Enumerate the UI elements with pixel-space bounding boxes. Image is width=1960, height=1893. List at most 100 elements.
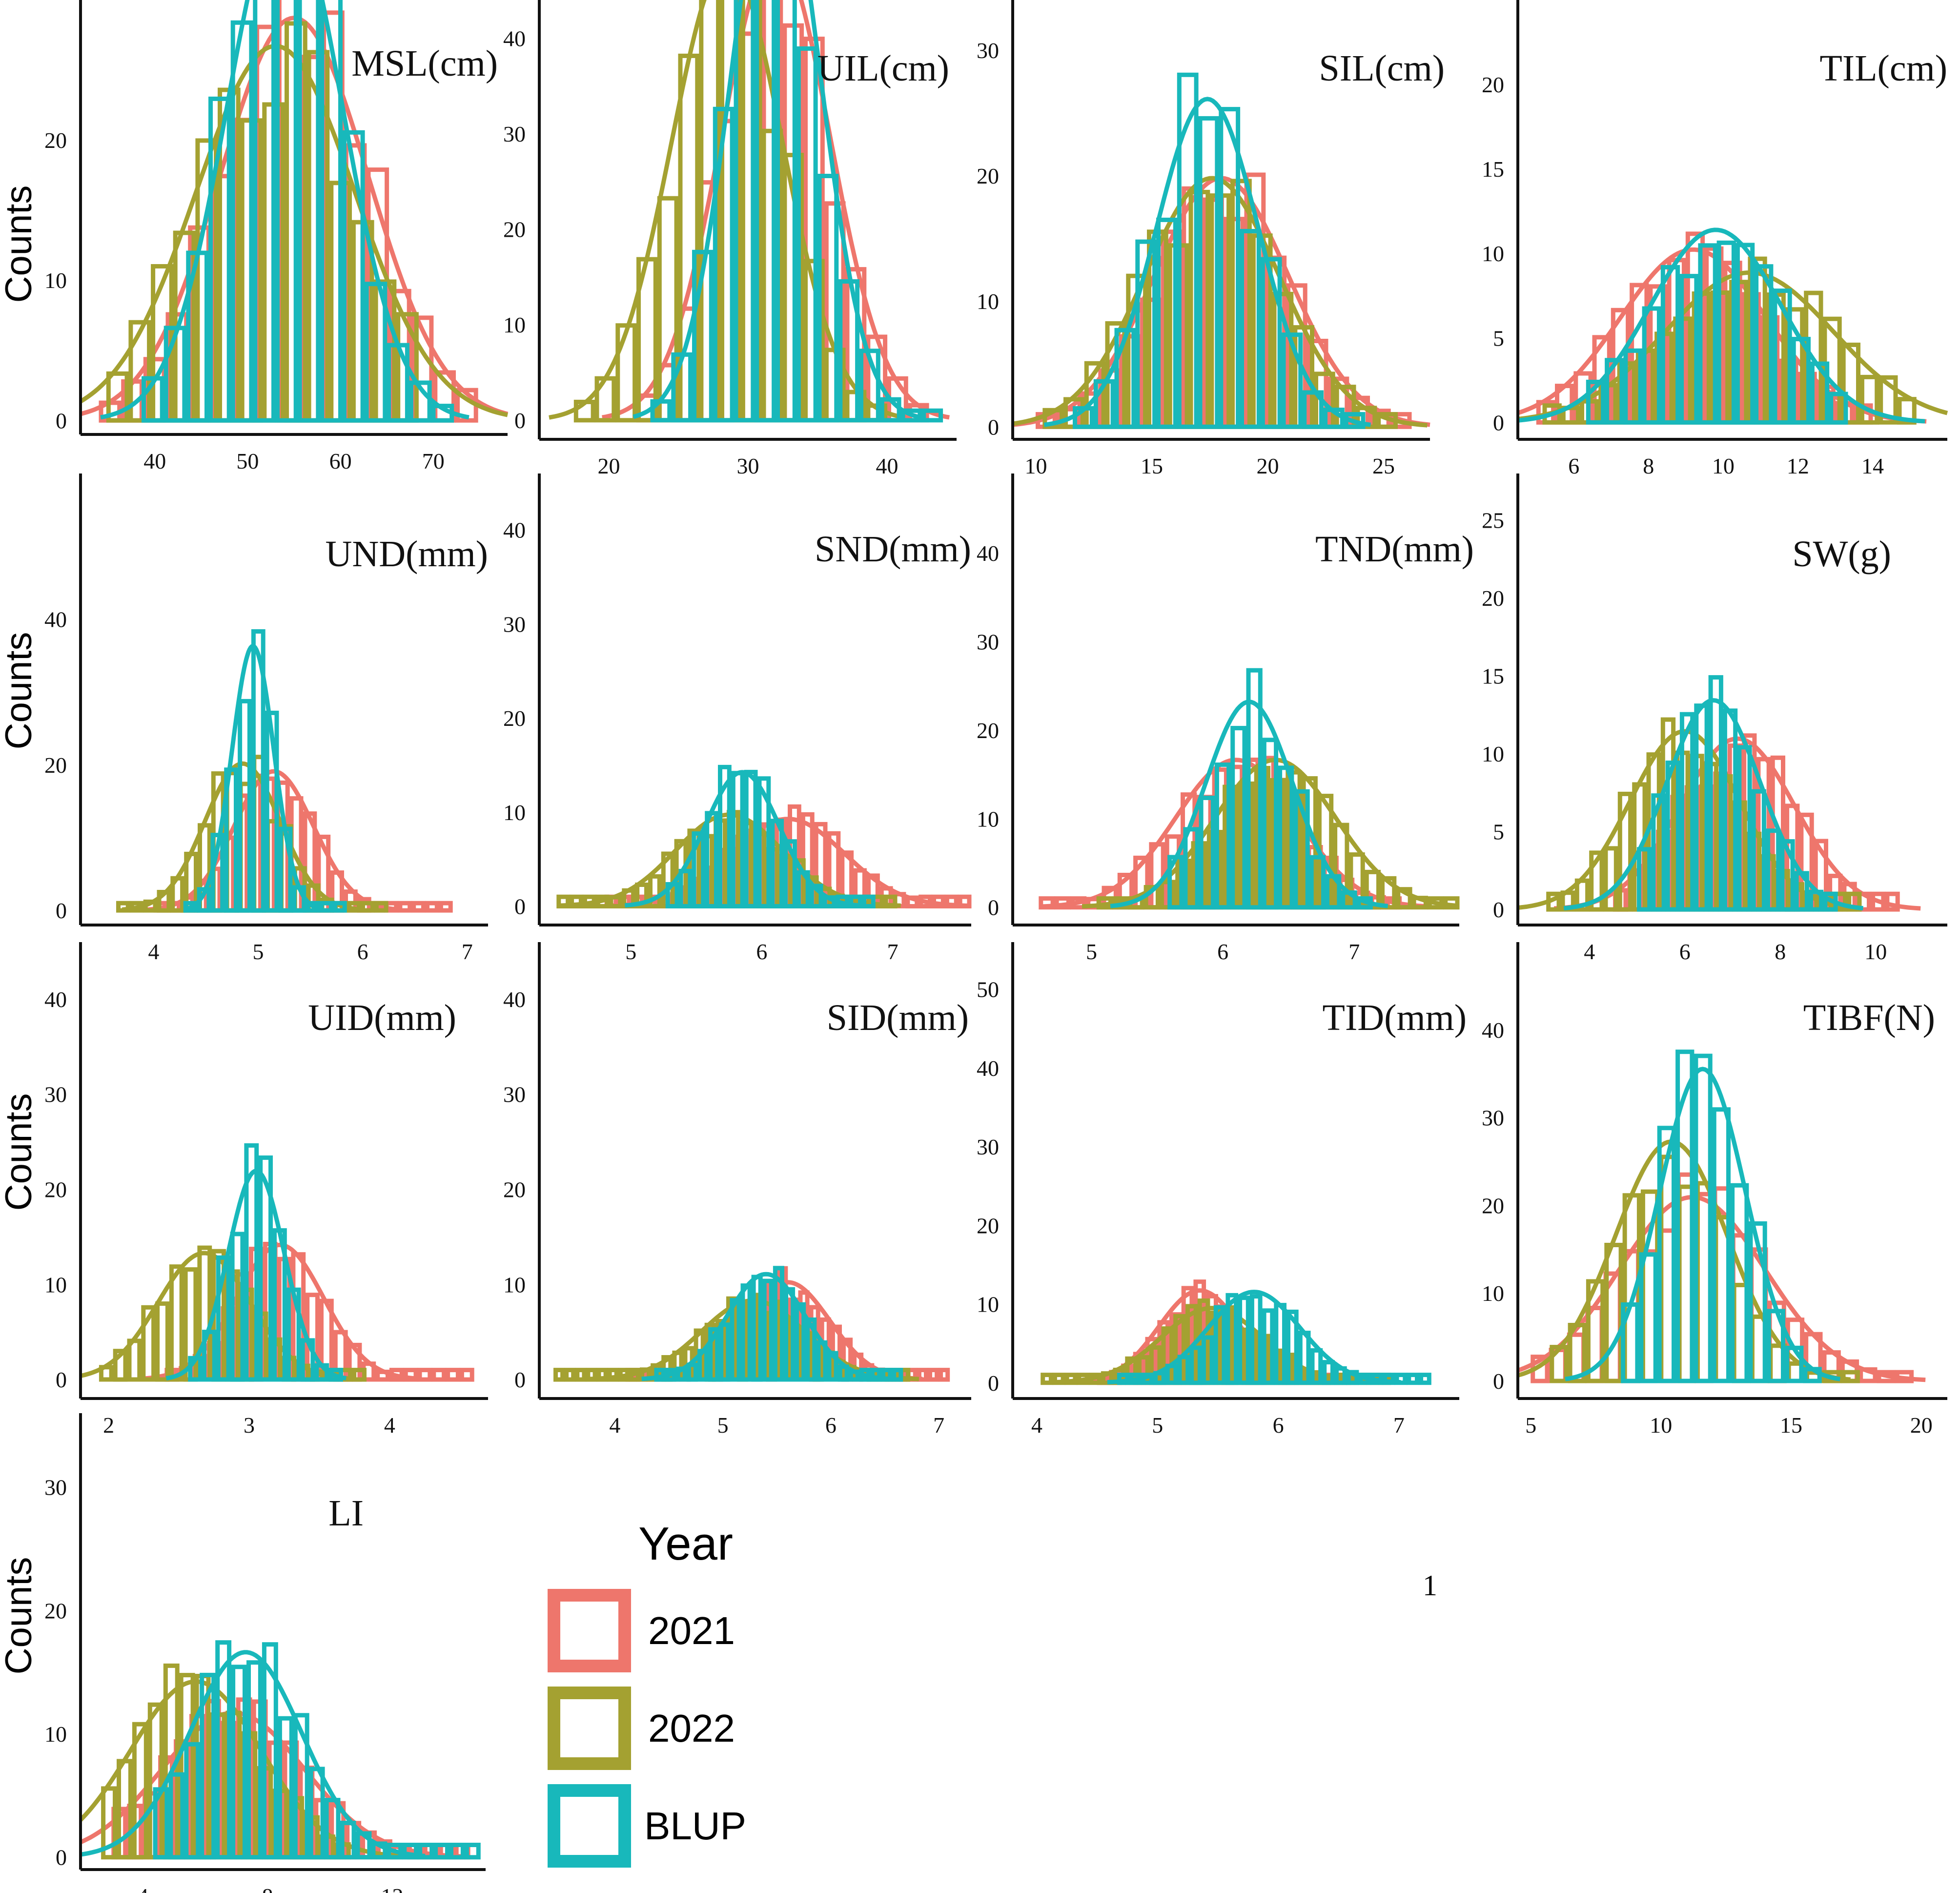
panel-sil-cm: 0 10 20 30 10 15 20 25 SIL(cm) [977,0,1445,478]
bar-blup [719,1322,731,1382]
bar-blup [1780,839,1795,912]
bar-2022 [1617,791,1633,912]
bar-blup [1262,738,1279,910]
curve-blup [165,1169,347,1380]
bar-blup [1642,306,1661,425]
y-tick-label: 0 [56,1367,67,1392]
y-tick-label: 10 [1482,741,1504,766]
bar-blup [1309,855,1326,910]
bar-blup [1198,116,1220,429]
bar-2021 [939,1368,950,1382]
y-tick-label: 5 [1493,820,1504,844]
panel-title: UIL(cm) [817,48,949,89]
bar-blup [142,376,164,423]
y-tick-label: 15 [1482,664,1504,689]
panel-uil-cm: 0 10 20 30 40 20 30 40 UIL(cm) [503,0,957,478]
bar-2021 [917,1368,929,1382]
x-tick-label: 6 [1679,939,1691,964]
bar-blup [1219,107,1241,429]
x-tick-label: 10 [1712,453,1735,478]
bar-blup [184,1742,201,1860]
bar-blup [783,839,797,908]
bar-2022 [1603,846,1618,912]
bar-blup [1754,264,1774,425]
bar-blup [1322,1360,1335,1385]
bar-blup [1225,1293,1239,1385]
bar-blup [297,0,321,423]
y-tick-label: 0 [56,898,67,923]
panel-title: TND(mm) [1315,529,1474,570]
bar-2022 [575,1368,587,1382]
curve-blup [80,1650,426,1858]
y-tick-label: 40 [503,26,526,51]
y-tick-label: 30 [44,1082,67,1107]
panel-uid-mm: 0 10 20 30 40 2 3 4 UID(mm) [44,942,488,1438]
legend-swatch-2022 [548,1687,631,1770]
x-tick-label: 20 [1257,453,1279,478]
bar-2022 [1380,876,1397,910]
panel-title: SND(mm) [815,529,971,570]
y-tick-label: 20 [1482,72,1504,97]
bar-2022 [1859,374,1879,425]
panel-title: UND(mm) [325,534,488,575]
bar-blup [1679,712,1695,912]
panel-title: UID(mm) [308,997,456,1038]
bar-blup [1394,1373,1408,1385]
x-tick-label: 4 [148,939,159,964]
y-tick-label: 0 [988,414,999,439]
bar-blup [1698,243,1717,425]
bar-blup [921,408,943,423]
x-tick-label: 2 [103,1413,114,1438]
bar-2022 [374,901,388,913]
bar-2022 [1589,850,1604,912]
bar-blup [275,0,298,423]
x-tick-label: 8 [1775,939,1786,964]
curve-blup [641,1272,891,1381]
x-tick-label: 3 [244,1413,255,1438]
bar-2022 [553,1368,565,1382]
y-axis-label-row-3: Counts [0,1093,40,1211]
bar-blup [734,0,755,423]
y-tick-label: 30 [503,612,526,637]
bar-blup [1679,274,1699,425]
bar-blup [1586,379,1606,425]
bar-blup [692,831,706,908]
x-tick-label: 70 [422,449,445,473]
stray-number: 1 [1423,1569,1437,1602]
x-tick-label: 5 [253,939,264,964]
y-tick-label: 20 [977,718,999,743]
bar-2022 [1396,887,1412,910]
x-tick-label: 50 [236,449,259,473]
bar-blup [244,1143,259,1382]
bar-blup [1302,390,1324,429]
y-axis-labels: Counts Counts Counts Counts [0,185,40,1675]
y-tick-label: 40 [977,541,999,566]
y-tick-label: 0 [1493,410,1504,435]
y-tick-label: 30 [977,1134,999,1159]
panel-li: 0 10 20 30 4 8 12 LI [44,1413,486,1893]
y-tick-label: 10 [1482,241,1504,266]
curve-2021 [146,769,401,912]
curve-2021 [1517,1194,1926,1382]
y-tick-label: 15 [1482,157,1504,182]
bar-blup [1730,1183,1749,1383]
x-tick-label: 14 [1861,453,1884,478]
x-tick-label: 7 [933,1413,944,1438]
x-tick-label: 40 [143,449,166,473]
panel-und-mm: 0 20 40 4 5 6 7 UND(mm) [44,473,488,964]
y-tick-label: 0 [514,894,526,919]
bar-blup [246,1660,263,1860]
y-tick-label: 20 [503,217,526,242]
bar-2022 [1841,342,1860,425]
bar-blup [238,699,252,913]
bar-blup [342,130,365,423]
bar-blup [678,868,693,909]
x-tick-label: 6 [756,939,767,964]
bar-2022 [106,371,129,423]
bar-blup [757,776,771,908]
y-tick-label: 10 [503,312,526,337]
bar-blup [708,1327,720,1382]
panel-title: TID(mm) [1323,997,1467,1038]
y-tick-label: 10 [44,268,67,293]
